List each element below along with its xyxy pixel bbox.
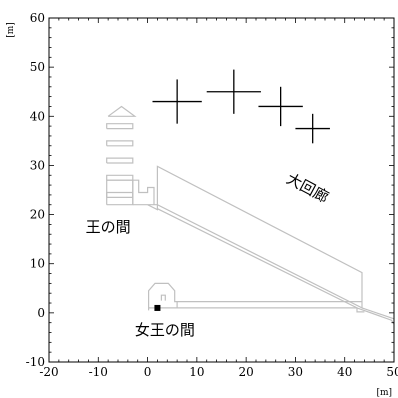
kings-chamber-top: [107, 105, 137, 117]
queens-chamber-niche: [160, 294, 166, 301]
ascending-passage-top: [361, 307, 395, 320]
x-tick-label: 30: [288, 365, 303, 379]
x-tick-label: 10: [189, 365, 204, 379]
data-points: [152, 69, 330, 311]
pyramid-structure-outline: [106, 105, 395, 325]
x-tick-label: 20: [239, 365, 254, 379]
y-tick-label: 50: [30, 60, 45, 74]
x-tick-label: 50: [386, 365, 398, 379]
kings-chamber-level-2: [106, 157, 134, 164]
antechamber: [132, 179, 155, 205]
y-tick-label: 60: [30, 11, 45, 25]
y-tick-label: 40: [30, 109, 45, 123]
queens-chamber: [148, 282, 178, 311]
annotation-1: 大回廊: [284, 170, 332, 207]
cross-marker-4: [295, 113, 330, 144]
x-axis-unit-label: [m]: [376, 388, 392, 398]
x-tick-label: 0: [144, 365, 152, 379]
square-marker-1: [154, 304, 161, 311]
cross-marker-2: [206, 69, 261, 114]
annotation-3: 女王の間: [135, 321, 195, 339]
kings-chamber-level-0: [106, 123, 134, 130]
plot-axes: [48, 17, 395, 363]
ascending-passage: [356, 307, 395, 325]
y-tick-label: 30: [30, 158, 45, 172]
annotation-2: 王の間: [86, 218, 131, 236]
grand-gallery-upper: [132, 165, 363, 309]
x-tick-label: -10: [89, 365, 108, 379]
kings-chamber-level-4: [106, 191, 134, 198]
grand-gallery-floor: [157, 208, 365, 313]
plot-frame: [48, 17, 395, 363]
y-axis-unit-label: [m]: [6, 22, 16, 38]
cross-marker-1: [152, 79, 202, 124]
x-tick-label: 40: [337, 365, 352, 379]
kings-chamber-level-3: [106, 174, 134, 181]
x-tick-label: -20: [39, 365, 58, 379]
y-tick-label: 20: [30, 208, 45, 222]
y-tick-label: 0: [37, 306, 45, 320]
kings-chamber-level-1: [106, 140, 134, 147]
y-tick-label: 10: [30, 257, 45, 271]
cross-marker-3: [258, 86, 303, 127]
y-tick-label: -10: [26, 355, 45, 369]
axis-ticks: [48, 17, 395, 363]
